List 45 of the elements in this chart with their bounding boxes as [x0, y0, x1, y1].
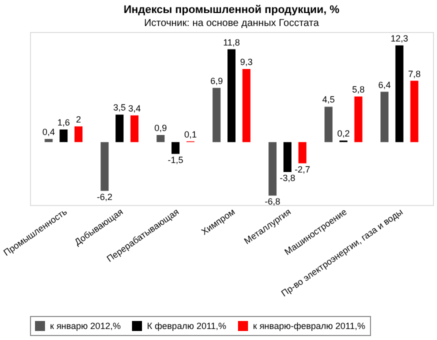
- data-label: 11,8: [223, 37, 240, 48]
- data-label: 12,3: [390, 33, 408, 44]
- data-label: 3,4: [128, 103, 141, 114]
- data-label: -1,5: [168, 154, 184, 165]
- data-label: 0,4: [42, 126, 55, 137]
- data-label: 6,4: [378, 80, 391, 90]
- bar: [380, 92, 388, 142]
- data-label: 5,8: [352, 84, 365, 94]
- data-label: 3,5: [113, 102, 126, 113]
- bar: [324, 106, 333, 142]
- data-label: 4,5: [322, 94, 335, 105]
- bar: [116, 114, 124, 142]
- bar: [228, 49, 236, 142]
- data-label: -6,8: [264, 196, 280, 207]
- bar: [283, 142, 292, 172]
- bar: [60, 130, 68, 142]
- bar: [100, 142, 109, 191]
- legend-label: К февралю 2011,%: [147, 321, 226, 331]
- data-label: 9,3: [240, 56, 253, 67]
- data-label: -3,8: [280, 172, 296, 183]
- data-label: 7,8: [408, 68, 421, 79]
- bar: [268, 142, 277, 196]
- data-label: 2: [76, 114, 82, 124]
- chart-title: Индексы промышленной продукции, %: [124, 4, 340, 16]
- data-label: 6,9: [210, 76, 223, 86]
- bar: [410, 80, 418, 142]
- data-label: -2,7: [294, 164, 310, 174]
- data-label: 0,1: [184, 129, 197, 140]
- legend-label: к январю 2012,%: [50, 321, 121, 331]
- data-label: 0,2: [337, 128, 350, 139]
- bar: [395, 45, 404, 142]
- bar: [212, 88, 221, 142]
- bar: [354, 96, 362, 142]
- legend-label: к январю-февралю 2011,%: [253, 321, 366, 331]
- bar: [44, 138, 53, 142]
- bar: [298, 142, 306, 164]
- data-label: 0,9: [154, 123, 167, 134]
- data-label: 1,6: [57, 118, 70, 128]
- bar: [130, 115, 138, 142]
- data-label: -6,2: [96, 192, 112, 202]
- bar: [172, 142, 180, 154]
- bar: [242, 68, 250, 142]
- bar: [156, 135, 165, 142]
- chart-subtitle: Источник: на основе данных Госстата: [144, 18, 320, 29]
- bar: [74, 126, 83, 142]
